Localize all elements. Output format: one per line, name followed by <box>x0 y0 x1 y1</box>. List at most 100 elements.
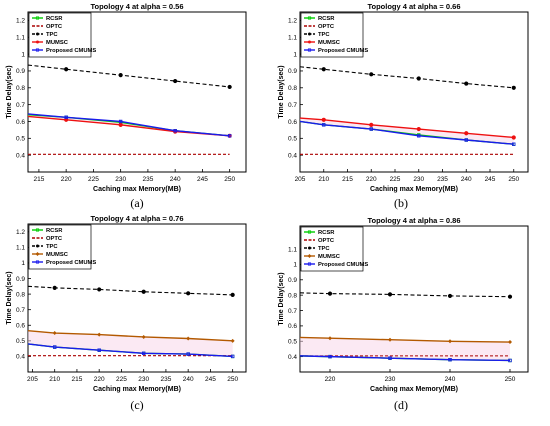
x-tick-label: 250 <box>224 176 235 183</box>
data-point <box>227 84 232 90</box>
series-band <box>300 118 514 145</box>
y-tick-label: 0.4 <box>288 152 297 159</box>
y-tick-label: 1.2 <box>16 229 25 236</box>
data-point <box>97 332 102 337</box>
y-tick-label: 0.7 <box>16 102 25 109</box>
legend-label: OPTC <box>318 238 335 244</box>
series-line-mumsc <box>27 330 233 342</box>
legend-marker <box>35 252 40 256</box>
chart-panel-4: Topology 4 at alpha = 0.86 220 230 240 250 0.… <box>278 216 529 412</box>
y-tick-label: 0.9 <box>16 68 25 75</box>
data-point <box>141 351 146 356</box>
data-point <box>416 126 421 132</box>
y-axis-label: Time Delay(sec) <box>6 65 13 118</box>
y-tick-label: 0.8 <box>288 292 297 299</box>
legend-label: RCSR <box>46 16 63 22</box>
legend-label: Proposed CMUMS <box>318 48 368 54</box>
panel-caption: (c) <box>130 398 143 412</box>
data-point <box>464 131 469 136</box>
legend-label: TPC <box>46 32 58 38</box>
data-point <box>464 138 468 142</box>
y-axis-label: Time Delay(sec) <box>278 65 285 118</box>
series-line-tpc <box>27 285 233 296</box>
data-point <box>186 291 191 296</box>
data-point <box>141 289 146 294</box>
x-axis-label: Caching max Memory(MB) <box>370 386 458 393</box>
y-tick-label: 1.2 <box>288 18 297 25</box>
y-tick-label: 1 <box>21 51 25 58</box>
y-tick-label: 1.2 <box>16 18 25 25</box>
legend-marker <box>308 246 311 250</box>
series-band <box>28 330 233 357</box>
y-tick-label: 0.6 <box>288 119 297 126</box>
data-point <box>417 134 421 138</box>
x-tick-label: 215 <box>72 376 83 383</box>
y-tick-label: 1 <box>21 260 25 267</box>
legend-marker <box>307 254 312 258</box>
x-tick-label: 240 <box>183 376 194 383</box>
legend-marker <box>35 260 40 264</box>
chart-panel-3: Topology 4 at alpha = 0.76 205 210 215 220 22… <box>6 214 247 412</box>
legend-marker <box>35 228 40 232</box>
y-tick-label: 1.1 <box>16 35 25 42</box>
data-point <box>448 339 452 344</box>
legend-label: MUMSC <box>318 254 341 260</box>
legend-marker <box>307 16 312 20</box>
legend-marker <box>36 244 39 248</box>
data-point <box>327 291 333 296</box>
data-point <box>173 129 177 133</box>
data-point <box>186 352 190 356</box>
x-tick-label: 235 <box>437 176 448 183</box>
data-point <box>369 127 373 131</box>
series-line-tpc <box>299 292 511 298</box>
x-tick-label: 225 <box>116 376 127 383</box>
series-line-proposed-cmums <box>27 113 230 137</box>
x-axis-label: Caching max Memory(MB) <box>93 186 181 193</box>
legend: RCSR OPTC TPC MUMSC Proposed CMUMS <box>28 12 96 58</box>
x-tick-label: 205 <box>27 376 38 383</box>
y-tick-label: 0.8 <box>16 85 25 92</box>
data-point <box>369 72 374 77</box>
legend-label: MUMSC <box>46 40 69 46</box>
data-point <box>97 348 101 352</box>
data-point <box>328 354 332 359</box>
legend: RCSR OPTC TPC MUMSC Proposed CMUMS <box>28 224 96 270</box>
legend-label: OPTC <box>46 24 63 30</box>
x-tick-label: 210 <box>49 376 60 383</box>
x-tick-label: 225 <box>390 176 401 183</box>
data-point <box>388 356 392 360</box>
x-tick-label: 225 <box>88 176 99 183</box>
x-axis-label: Caching max Memory(MB) <box>93 386 181 393</box>
x-tick-label: 250 <box>508 176 519 183</box>
y-tick-label: 0.8 <box>288 85 297 92</box>
data-point <box>448 358 452 362</box>
data-point <box>64 115 68 119</box>
y-tick-label: 1.1 <box>16 245 25 252</box>
legend-label: RCSR <box>46 228 63 234</box>
legend-marker <box>36 32 39 36</box>
chart-title: Topology 4 at alpha = 0.86 <box>367 216 460 225</box>
legend-label: TPC <box>318 246 330 252</box>
legend: RCSR OPTC TPC MUMSC Proposed CMUMS <box>300 12 368 58</box>
y-tick-label: 0.9 <box>288 277 297 284</box>
data-point <box>388 337 392 342</box>
data-point <box>227 134 232 138</box>
legend-marker <box>308 40 311 44</box>
data-point <box>186 336 191 341</box>
data-point <box>118 122 123 127</box>
y-tick-label: 1.1 <box>288 246 297 253</box>
legend-label: RCSR <box>318 16 335 22</box>
x-tick-label: 250 <box>227 376 238 383</box>
series-band <box>300 337 510 361</box>
y-tick-label: 1.1 <box>288 35 297 42</box>
legend-marker <box>307 48 312 52</box>
panel-caption: (d) <box>394 398 408 412</box>
y-tick-label: 0.7 <box>288 308 297 315</box>
y-tick-label: 0.7 <box>16 307 25 314</box>
y-axis-label: Time Delay(sec) <box>6 271 13 324</box>
y-tick-label: 0.5 <box>288 136 297 143</box>
data-point <box>173 78 178 84</box>
data-point <box>230 292 235 297</box>
data-point <box>118 119 123 124</box>
